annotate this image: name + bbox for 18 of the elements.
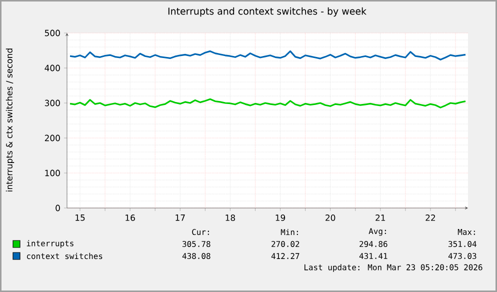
line-series: [69, 50, 466, 60]
line-series: [69, 98, 466, 108]
y-axis-title: interrupts & ctx switches / second: [6, 48, 14, 192]
y-tick-label: 0: [56, 204, 60, 212]
y-tick-label: 300: [44, 100, 60, 106]
x-tick-label: 22: [426, 214, 436, 221]
x-tick-label: 18: [226, 214, 236, 221]
x-tick-label: 17: [176, 214, 185, 221]
x-tick-label: 20: [326, 214, 336, 221]
y-tick-label: 200: [44, 134, 60, 142]
x-tick-label: 21: [376, 214, 386, 221]
y-tick-label: 100: [45, 170, 60, 176]
y-tick-label: 400: [44, 64, 60, 72]
x-tick-label: 19: [276, 214, 286, 221]
x-tick-label: 16: [126, 214, 135, 221]
chart-title: Interrupts and context switches - by week: [168, 7, 366, 17]
y-tick-label: 500: [44, 30, 60, 36]
x-tick-label: 15: [76, 214, 85, 221]
